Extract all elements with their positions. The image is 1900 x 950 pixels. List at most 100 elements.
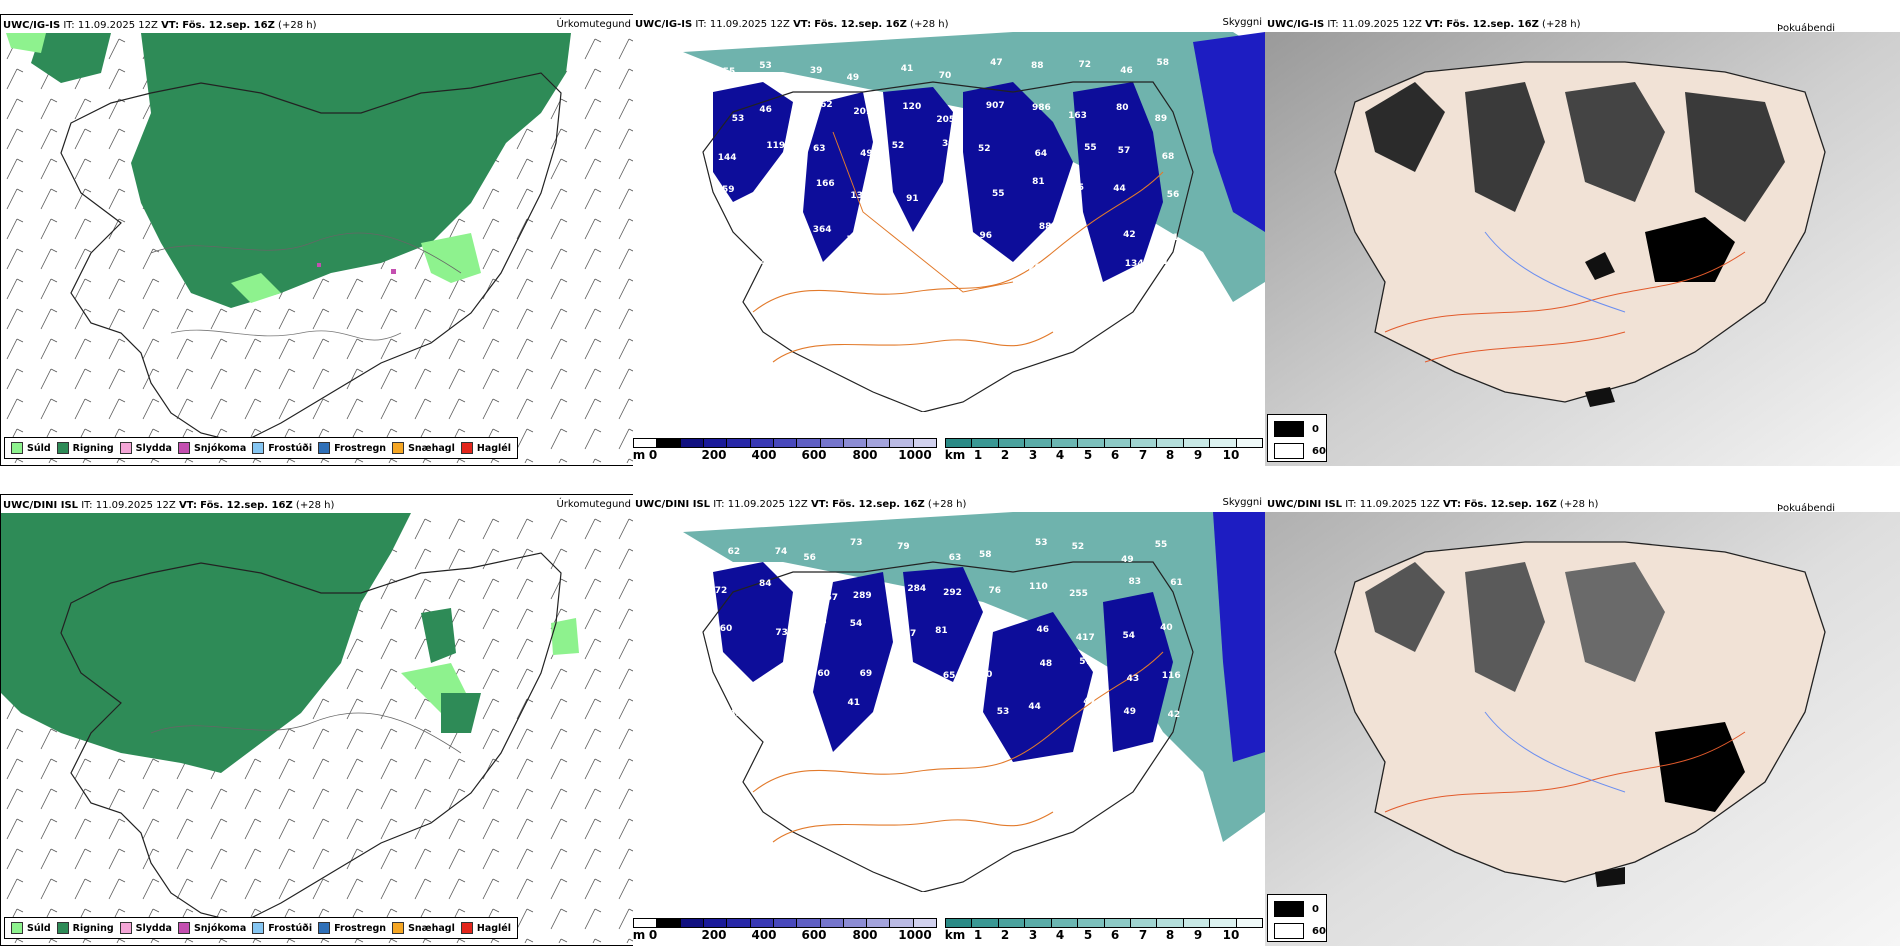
cloud-height-label: 65 [1071,183,1084,194]
cloud-height-label: 88 [1038,221,1052,232]
legend-swatch [56,442,69,454]
cloud-height-label: 60 [979,669,993,680]
cloud-height-label: 63 [813,144,826,155]
colorbar-cell [703,439,728,447]
colorbar-cell [657,919,681,927]
cloud-height-label: 47 [990,58,1003,69]
cloud-height-label: 55 [722,67,736,78]
colorbar-cell [867,919,891,927]
visibility-colorbar-labels: km 1 2 3 4 5 6 7 8 9 10 [944,448,1240,462]
colorbar-cell [843,439,868,447]
colorbar-cell [972,919,999,927]
visibility-colorbar-labels: km 1 2 3 4 5 6 7 8 9 10 [944,928,1240,942]
panel-title: Skyggni [1222,497,1262,508]
legend-swatch [252,442,265,454]
panel-header: UWC/DINI ISL IT: 11.09.2025 12Z VT: Fös.… [3,500,335,511]
cloud-height-label: 47 [1069,262,1083,273]
cloud-base-panel-bottom: UWC/DINI ISL IT: 11.09.2025 12Z VT: Fös.… [633,494,1265,946]
panel-header: UWC/IG-IS IT: 11.09.2025 12Z VT: Fös. 12… [635,19,949,30]
colorbar-cell [680,919,704,927]
legend-item: Snæhagl [392,922,455,934]
cloud-height-label: 46 [1120,65,1133,76]
height-colorbar-labels: m 0 200 400 600 800 1000 [633,928,932,942]
legend-swatch [318,442,331,454]
cloud-height-label: 57 [1117,145,1131,156]
panel-title: Úrkomutegund [556,19,631,30]
cloud-height-label: 41 [1166,232,1179,243]
cloud-height-label: 91 [906,194,919,205]
height-colorbar: m 0 200 400 600 800 1000 [633,438,937,462]
cloud-height-label: 75 [846,234,860,245]
cloud-height-label: 907 [985,101,1005,112]
panel-header: UWC/IG-IS IT: 11.09.2025 12Z VT: Fös. 12… [1267,19,1581,30]
visibility-colorbar-boxes [945,918,1263,928]
colorbar-cell [1183,919,1211,927]
cloud-height-label: 44 [1113,184,1126,195]
legend-swatch [460,922,473,934]
cloud-height-label: 42 [1167,709,1181,720]
colorbar-cell [998,439,1026,447]
legend-swatch [318,922,331,934]
cloud-height-label: 292 [943,588,962,599]
colorbar-cell [1157,439,1184,447]
legend-swatch [11,922,23,934]
cloud-height-label: 49 [860,148,873,159]
colorbar-cell [1210,919,1237,927]
panel-title: Skyggni [1222,17,1262,28]
colorbar-cell [727,919,751,927]
fog-legend: 0 60 [1267,414,1327,462]
legend-swatch [119,442,132,454]
cloud-height-label: 48 [1039,659,1053,670]
cloud-height-label: 45 [729,708,742,719]
cloud-height-label: 89 [1154,113,1168,124]
cloud-height-label: 53 [996,707,1010,718]
panel-header: UWC/IG-IS IT: 11.09.2025 12Z VT: Fös. 12… [3,20,317,31]
height-colorbar-labels: m 0 200 400 600 800 1000 [633,448,932,462]
colorbar-cell [750,439,774,447]
cloud-height-label: 45 [981,619,995,630]
cloud-base-map [633,512,1265,892]
legend-item: Rigning [56,922,114,934]
cloud-height-label: 56 [1166,190,1180,201]
colorbar-cell [890,439,914,447]
colorbar-cell [773,919,798,927]
cloud-height-label: 134 [1124,259,1144,270]
legend-swatch [252,922,265,934]
colorbar-cell [1051,439,1079,447]
colorbar-cell [750,919,774,927]
cloud-height-label: 60 [719,623,733,634]
panel-title: Þokuábendi [1777,503,1836,514]
cloud-height-label: 36 [902,704,915,715]
colorbar-cell [634,919,658,927]
fog-legend: 0 60 [1267,894,1327,942]
cloud-height-label: 986 [1031,102,1051,113]
height-colorbar: m 0 200 400 600 800 1000 [633,918,937,942]
colorbar-cell [913,439,937,447]
cloud-height-label: 46 [759,104,772,115]
colorbar-cell [727,439,751,447]
colorbar-cell [1236,439,1263,447]
legend-item: Súld [11,922,51,934]
legend-swatch [392,442,405,454]
cloud-height-label: 55 [991,188,1005,199]
cloud-height-label: 120 [1022,263,1042,274]
cloud-labels-bottom: 62 74 56 73 79 63 58 53 52 49 55 72 84 667 289 284 292 76… [633,512,1265,892]
cloud-height-label: 64 [1034,148,1048,159]
legend-item: Frostregn [318,922,386,934]
panel-title: Þokuábendi [1777,23,1836,34]
fog-legend-item: 60 [1274,443,1326,459]
cloud-height-label: 59 [722,184,735,195]
cloud-height-label: 53 [759,61,772,72]
cloud-height-label: 76 [988,586,1002,597]
cloud-height-label: 74 [774,546,788,557]
precip-type-panel-top: UWC/IG-IS IT: 11.09.2025 12Z VT: Fös. 12… [0,14,635,466]
colorbar-cell [843,919,868,927]
colorbar-cell [1078,919,1105,927]
colorbar-cell [1210,439,1237,447]
colorbar-cell [1130,439,1158,447]
cloud-height-label: 56 [905,259,919,270]
cloud-height-label: 55 [1084,142,1097,153]
colorbar-cell [1104,919,1131,927]
cloud-height-label: 47 [1083,697,1096,708]
legend-item: Snjókoma [177,442,246,454]
